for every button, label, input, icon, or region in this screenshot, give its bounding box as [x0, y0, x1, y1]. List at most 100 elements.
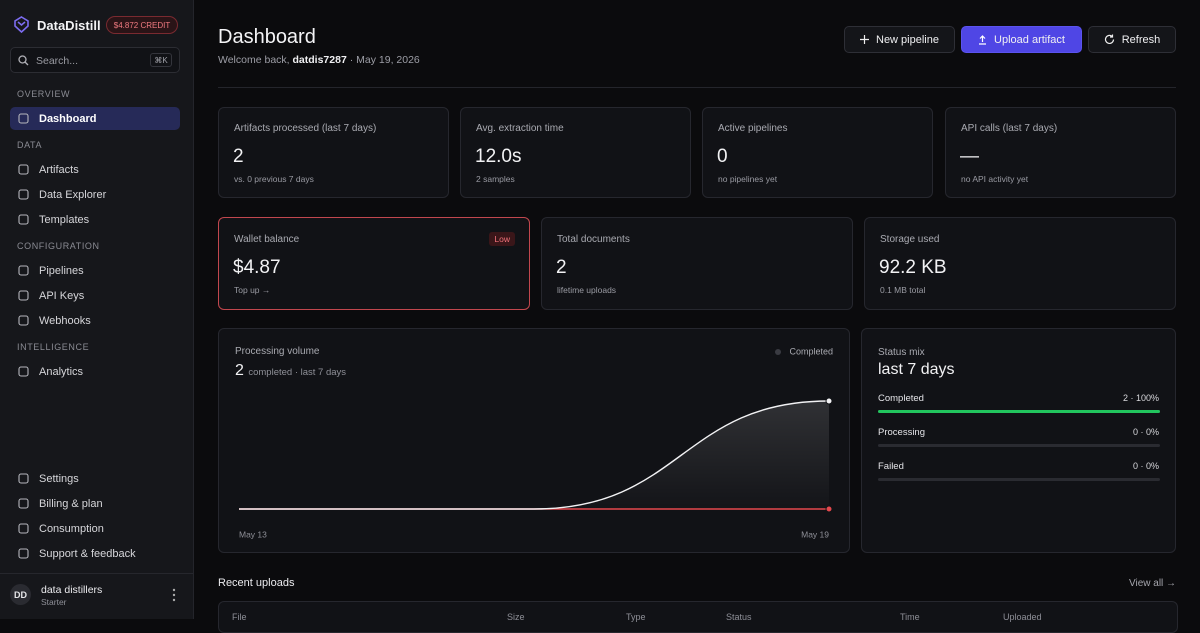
- status-value: 2 · 100%: [1122, 393, 1159, 403]
- legend-swatch: [775, 349, 781, 355]
- upload-artifact-button[interactable]: Upload artifact: [961, 26, 1082, 53]
- recent-uploads-title: Recent uploads: [218, 577, 295, 589]
- nav-icon: [18, 473, 29, 484]
- nav-label: API Keys: [39, 289, 85, 302]
- stat-card: Avg. extraction time 12.0s 2 samples: [460, 107, 691, 198]
- subtitle: Welcome back, datdis7287 · May 19, 2026: [218, 54, 420, 66]
- nav-item[interactable]: Pipelines: [10, 259, 180, 282]
- stat-card: Active pipelines 0 no pipelines yet: [702, 107, 933, 198]
- stat-value: 2: [556, 257, 567, 278]
- button-label: New pipeline: [876, 33, 939, 46]
- user-plan: Starter: [41, 597, 67, 607]
- section-title: OVERVIEW: [17, 89, 71, 99]
- column-header: Size: [507, 612, 525, 622]
- sidebar: DataDistill $4.872 CREDIT Search... ⌘K D…: [0, 0, 194, 619]
- nav-item[interactable]: Analytics: [10, 360, 180, 383]
- nav-item[interactable]: Artifacts: [10, 158, 180, 181]
- nav-item[interactable]: Settings: [10, 467, 180, 490]
- nav-label: Analytics: [39, 365, 84, 378]
- nav-label: Templates: [39, 213, 90, 226]
- processing-volume-card: Processing volume 2 completed · last 7 d…: [218, 328, 850, 553]
- username: datdis7287: [292, 54, 347, 66]
- icon-shape: [18, 290, 29, 301]
- icon-shape: [18, 523, 29, 534]
- icon-shape: [18, 164, 29, 175]
- new-pipeline-button[interactable]: New pipeline: [844, 26, 955, 53]
- stat-label: Artifacts processed (last 7 days): [234, 123, 377, 134]
- x-tick-label: May 13: [239, 529, 267, 539]
- search-box[interactable]: Search... ⌘K: [10, 47, 180, 73]
- nav-item[interactable]: Dashboard: [10, 107, 180, 130]
- stat-label: Storage used: [880, 234, 940, 245]
- area: [239, 401, 829, 509]
- nav-icon: [18, 548, 29, 559]
- stat-value: 0: [717, 146, 728, 167]
- stat-note: lifetime uploads: [557, 285, 617, 295]
- icon-shape: [18, 315, 29, 326]
- icon-shape: [18, 366, 29, 377]
- icon-shape: [18, 214, 29, 225]
- nav-icon: [18, 164, 29, 175]
- chart-title: Processing volume: [235, 346, 320, 357]
- stat-value: 92.2 KB: [879, 257, 947, 278]
- brand-logo: [14, 16, 29, 33]
- stat-note: vs. 0 previous 7 days: [234, 174, 314, 184]
- user-menu[interactable]: [171, 588, 177, 602]
- nav-item[interactable]: Billing & plan: [10, 492, 180, 515]
- nav-icon: [18, 366, 29, 377]
- greeting: Welcome back,: [218, 54, 290, 66]
- search-icon: [18, 55, 29, 66]
- nav-item[interactable]: Support & feedback: [10, 542, 180, 565]
- nav-icon: [18, 189, 29, 200]
- status-name: Processing: [878, 427, 925, 438]
- column-header: Uploaded: [1003, 612, 1042, 622]
- nav-label: Consumption: [39, 522, 104, 535]
- nav-item[interactable]: Data Explorer: [10, 183, 180, 206]
- total-note: completed · last 7 days: [248, 367, 347, 378]
- status-value: 0 · 0%: [1132, 427, 1159, 437]
- total-value: 2: [235, 362, 244, 379]
- credit-badge[interactable]: $4.872 CREDIT: [106, 16, 178, 34]
- stat-card: Wallet balance $4.87 Top up → Low: [218, 217, 530, 310]
- stat-label: Avg. extraction time: [476, 123, 564, 134]
- plus-icon: [860, 35, 869, 44]
- nav-label: Pipelines: [39, 264, 84, 277]
- nav-item[interactable]: Consumption: [10, 517, 180, 540]
- stat-note: no pipelines yet: [718, 174, 778, 184]
- button-label: Upload artifact: [994, 33, 1065, 46]
- nav-item[interactable]: API Keys: [10, 284, 180, 307]
- refresh-button[interactable]: Refresh: [1088, 26, 1176, 53]
- point: [825, 505, 833, 513]
- stat-label: Wallet balance: [234, 234, 300, 245]
- x-tick-label: May 19: [801, 529, 829, 539]
- stat-card: Total documents 2 lifetime uploads: [541, 217, 853, 310]
- nav-item[interactable]: Webhooks: [10, 309, 180, 332]
- section-title: INTELLIGENCE: [17, 342, 90, 352]
- nav-label: Data Explorer: [39, 188, 107, 201]
- stat-card: API calls (last 7 days) — no API activity …: [945, 107, 1176, 198]
- status-value: 0 · 0%: [1132, 461, 1159, 471]
- legend-label: Completed: [789, 346, 833, 356]
- stat-value: 12.0s: [475, 146, 522, 167]
- stat-value: —: [960, 146, 979, 167]
- page-title: Dashboard: [218, 26, 316, 48]
- stat-note: 2 samples: [476, 174, 515, 184]
- section-title: DATA: [17, 140, 43, 150]
- stat-card: Artifacts processed (last 7 days) 2 vs. 0 …: [218, 107, 449, 198]
- nav-icon: [18, 214, 29, 225]
- nav-item[interactable]: Templates: [10, 208, 180, 231]
- stat-value: $4.87: [233, 257, 281, 278]
- stat-note: Top up →: [234, 285, 271, 295]
- icon-shape: [18, 113, 29, 124]
- nav-label: Billing & plan: [39, 497, 103, 510]
- stat-value: 2: [233, 146, 244, 167]
- view-all-link[interactable]: View all →: [1129, 578, 1177, 589]
- nav-label: Settings: [39, 472, 79, 485]
- nav-label: Dashboard: [39, 112, 97, 125]
- search-shortcut: ⌘K: [150, 53, 172, 67]
- status-title: Status mix: [878, 347, 925, 358]
- point: [825, 397, 833, 405]
- status-track: [878, 478, 1160, 481]
- status-track: [878, 444, 1160, 447]
